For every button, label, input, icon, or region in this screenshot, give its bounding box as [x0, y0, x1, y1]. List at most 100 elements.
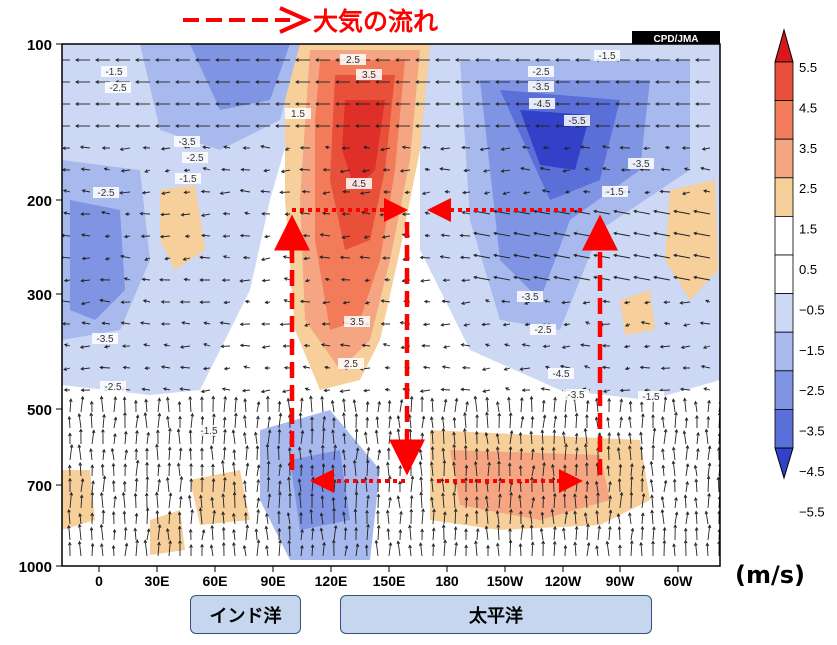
wind-vector — [573, 276, 591, 281]
wind-vector — [278, 413, 282, 429]
wind-vector — [303, 366, 311, 369]
wind-vector — [586, 542, 590, 557]
wind-vector-head — [330, 399, 335, 404]
wind-vector — [243, 257, 251, 259]
wind-vector-head — [594, 416, 599, 421]
wind-vector-head — [553, 231, 557, 236]
wind-vector — [102, 414, 105, 429]
wind-vector-head — [660, 366, 665, 371]
wind-vector-head — [561, 300, 566, 305]
wind-vector-head — [341, 448, 346, 453]
wind-vector — [651, 495, 654, 509]
wind-vector-head — [663, 300, 668, 305]
wind-vector-head — [141, 277, 146, 282]
wind-vector-head — [256, 464, 261, 469]
wind-vector-head — [62, 189, 67, 193]
wind-vector — [694, 401, 698, 413]
wind-vector-head — [376, 493, 381, 498]
wind-vector — [278, 445, 280, 461]
wind-vector-head — [120, 321, 125, 325]
wind-vector-head — [319, 255, 324, 260]
wind-vector-head — [673, 231, 677, 236]
wind-vector-head — [341, 212, 346, 216]
wind-vector-head — [395, 58, 399, 62]
wind-vector-head — [398, 529, 403, 533]
wind-vector — [613, 210, 631, 215]
wind-vector — [684, 495, 687, 509]
wind-vector — [179, 496, 182, 509]
wind-vector — [423, 366, 431, 369]
contour-label: -2.5 — [186, 153, 204, 164]
wind-vector-head — [539, 166, 544, 171]
wind-vector-head — [183, 190, 188, 195]
contour-label: -4.5 — [552, 369, 570, 380]
wind-vector-head — [585, 399, 590, 404]
wind-vector-head — [63, 343, 68, 347]
wind-vector-head — [404, 190, 409, 195]
wind-vector-head — [684, 417, 689, 421]
wind-vector — [376, 416, 379, 429]
wind-vector-head — [264, 300, 269, 305]
wind-vector — [266, 444, 269, 461]
wind-vector — [267, 494, 271, 509]
wind-vector-head — [707, 445, 712, 450]
wind-vector-head — [585, 480, 590, 485]
wind-vector-head — [649, 460, 654, 465]
contour-label-bg — [517, 291, 543, 302]
wind-vector-head — [189, 462, 193, 467]
wind-vector-head — [123, 277, 128, 281]
wind-vector — [278, 464, 281, 477]
wind-vector — [222, 494, 225, 509]
wind-vector-head — [685, 463, 690, 468]
wind-vector — [156, 444, 159, 461]
wind-vector-head — [222, 211, 227, 216]
wind-vector-head — [321, 427, 326, 432]
wind-vector-head — [159, 278, 163, 282]
wind-vector-head — [95, 58, 99, 62]
wind-vector — [619, 417, 622, 429]
wind-vector-head — [113, 416, 118, 421]
wind-vector-head — [142, 299, 147, 303]
wind-vector — [321, 344, 331, 347]
wind-vector-head — [385, 509, 390, 514]
wind-vector-head — [681, 146, 686, 150]
wind-vector-head — [355, 543, 360, 548]
wind-vector-head — [628, 512, 632, 517]
wind-vector-head — [542, 344, 547, 349]
wind-vector-head — [361, 210, 365, 215]
wind-vector-head — [582, 189, 587, 194]
contour-label-bg — [105, 82, 131, 93]
contour-label-bg — [563, 389, 589, 400]
wind-vector-head — [663, 396, 668, 401]
wind-vector — [81, 168, 91, 171]
wind-vector-head — [484, 343, 489, 347]
wind-vector-head — [481, 367, 486, 371]
wind-vector-head — [190, 508, 194, 513]
contour-label-bg — [528, 66, 554, 77]
wind-vector-head — [303, 256, 308, 261]
wind-vector-head — [68, 432, 72, 437]
wind-vector-head — [333, 524, 338, 529]
wind-vector-head — [641, 492, 646, 497]
wind-vector — [684, 398, 687, 413]
wind-vector-head — [672, 543, 676, 547]
wind-vector — [553, 232, 571, 237]
wind-vector-head — [260, 189, 265, 194]
wind-vector-head — [365, 509, 369, 514]
wind-vector-head — [562, 492, 567, 497]
wind-vector — [387, 510, 390, 525]
wind-vector-head — [75, 58, 79, 62]
wind-vector-head — [122, 480, 127, 485]
wind-vector — [498, 494, 501, 509]
wind-vector-head — [487, 461, 491, 466]
wind-vector-head — [155, 102, 159, 106]
wind-vector — [210, 545, 214, 557]
wind-vector-head — [452, 443, 457, 448]
wind-vector-head — [575, 446, 579, 451]
wind-vector — [454, 509, 457, 525]
wind-vector — [262, 279, 271, 282]
wind-vector-head — [322, 168, 327, 172]
wind-vector-head — [315, 80, 319, 84]
wind-vector-head — [563, 544, 568, 549]
wind-vector — [243, 494, 247, 509]
